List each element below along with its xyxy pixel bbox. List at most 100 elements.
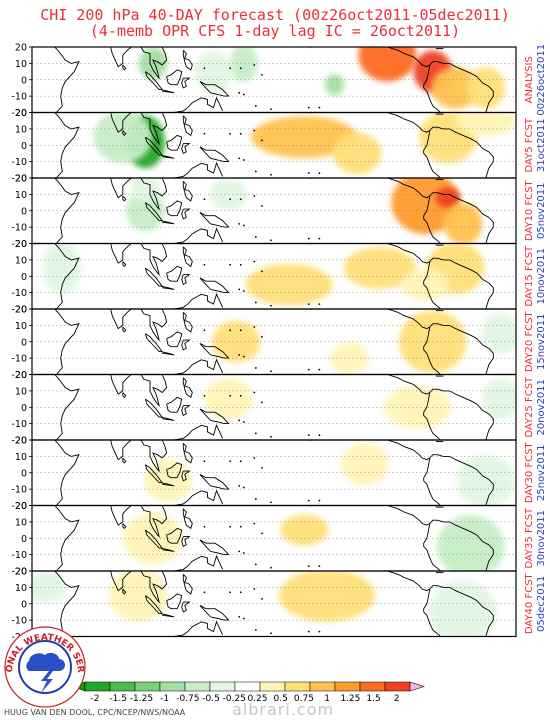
coastline	[166, 331, 183, 348]
coastline	[182, 508, 193, 530]
coastline	[140, 440, 168, 473]
coastline	[166, 200, 183, 217]
ytick-label: 10	[15, 583, 27, 594]
island-mark	[254, 170, 257, 173]
colorbar-tick-label: -1.5	[109, 694, 127, 704]
coastline	[160, 482, 175, 487]
coastline	[160, 89, 175, 94]
ytick-label: 20	[15, 108, 27, 119]
anomaly-mark	[130, 178, 160, 202]
anomaly-mark	[481, 312, 516, 355]
colorbar-swatch	[84, 681, 111, 692]
coastline	[199, 81, 230, 97]
coastline	[181, 274, 191, 286]
ytick-label: -20	[11, 305, 27, 316]
panel-date-label: 00z26oct2011	[536, 44, 547, 116]
coastline	[423, 392, 441, 440]
island-mark	[238, 615, 241, 618]
island-mark	[239, 132, 242, 135]
coastline	[182, 573, 193, 595]
island-mark	[229, 525, 232, 528]
colorbar-tick-label: 0.25	[247, 694, 267, 704]
coastline	[166, 396, 183, 413]
panel-label: ANALYSIS	[524, 56, 535, 103]
panel-5: 20 10 0 -10 -20 DAY20 FCST 15nov2011	[11, 305, 547, 382]
panel-date-label: 25nov2011	[536, 444, 547, 501]
island-mark	[242, 421, 245, 423]
island-mark	[307, 565, 310, 567]
island-mark	[229, 394, 232, 397]
island-mark	[229, 263, 232, 266]
anomaly-mark	[429, 580, 497, 637]
panel-label: DAY5 FCST	[524, 117, 535, 172]
coastline	[54, 571, 80, 637]
anomaly-mark	[431, 66, 480, 109]
island-mark	[238, 288, 241, 291]
island-mark	[203, 132, 206, 135]
island-mark	[238, 222, 241, 225]
ytick-label: 20	[15, 436, 27, 447]
anomaly-mark	[324, 74, 345, 96]
island-mark	[238, 91, 241, 94]
colorbar-swatch	[234, 681, 261, 692]
island-mark	[261, 401, 263, 404]
coastline	[54, 112, 80, 178]
island-mark	[239, 329, 242, 332]
ytick-label: 0	[21, 599, 27, 610]
coastline	[122, 392, 127, 399]
anomaly-mark	[436, 515, 505, 571]
coastline	[387, 571, 431, 592]
island-mark	[239, 198, 242, 201]
ytick-label: -20	[11, 501, 27, 512]
ytick-label: -20	[11, 436, 27, 447]
coastline	[199, 539, 230, 556]
coastline	[429, 323, 494, 375]
ytick-label: -10	[11, 485, 27, 496]
coastline	[181, 208, 191, 220]
anomaly-mark	[332, 132, 382, 175]
island-mark	[307, 499, 310, 502]
coastline	[122, 261, 127, 268]
panel-2: 20 10 0 -10 -20 DAY5 FCST 31oct2011	[11, 108, 547, 185]
panel-date-label: 31oct2011	[536, 118, 547, 172]
coastline	[181, 470, 191, 482]
island-mark	[261, 204, 263, 207]
island-mark	[253, 64, 256, 66]
coastline	[429, 388, 494, 440]
coastline	[140, 178, 168, 211]
coastline	[160, 220, 175, 225]
coastline	[181, 77, 191, 89]
island-mark	[261, 270, 263, 273]
island-mark	[270, 501, 272, 504]
panel-label: DAY35 FCST	[524, 507, 535, 569]
coastline	[109, 309, 133, 330]
coastline	[160, 547, 175, 552]
coastline	[429, 126, 494, 178]
coastline	[387, 374, 431, 395]
island-mark	[270, 632, 272, 635]
coastline	[199, 408, 230, 425]
anomaly-mark	[42, 243, 82, 295]
ytick-label: -10	[11, 550, 27, 561]
ytick-label: 0	[21, 403, 27, 414]
ytick-label: -10	[11, 616, 27, 627]
island-mark	[270, 435, 272, 438]
anomaly-mark	[204, 378, 253, 421]
panel-7: 20 10 0 -10 -20 DAY30 FCST 25nov2011	[11, 436, 547, 513]
anomaly-mark	[456, 112, 515, 137]
watermark-text: albrari.com	[232, 700, 335, 719]
colorbar-tick-label: 1	[324, 694, 330, 704]
colorbar-tick-label: -1	[160, 694, 169, 704]
panel-label: DAY20 FCST	[524, 310, 535, 372]
panel-date-label: 15nov2011	[536, 313, 547, 370]
island-mark	[239, 591, 242, 594]
panel-1: 20 10 0 -10 -20 ANALYSIS 00z26oct2011	[11, 43, 547, 120]
coastline	[174, 620, 224, 637]
coastline	[140, 112, 168, 146]
island-mark	[318, 303, 321, 305]
anomaly-mark	[481, 378, 516, 421]
ytick-label: 20	[15, 239, 27, 250]
ytick-label: 10	[15, 386, 27, 397]
island-mark	[253, 391, 256, 394]
island-mark	[253, 457, 256, 459]
